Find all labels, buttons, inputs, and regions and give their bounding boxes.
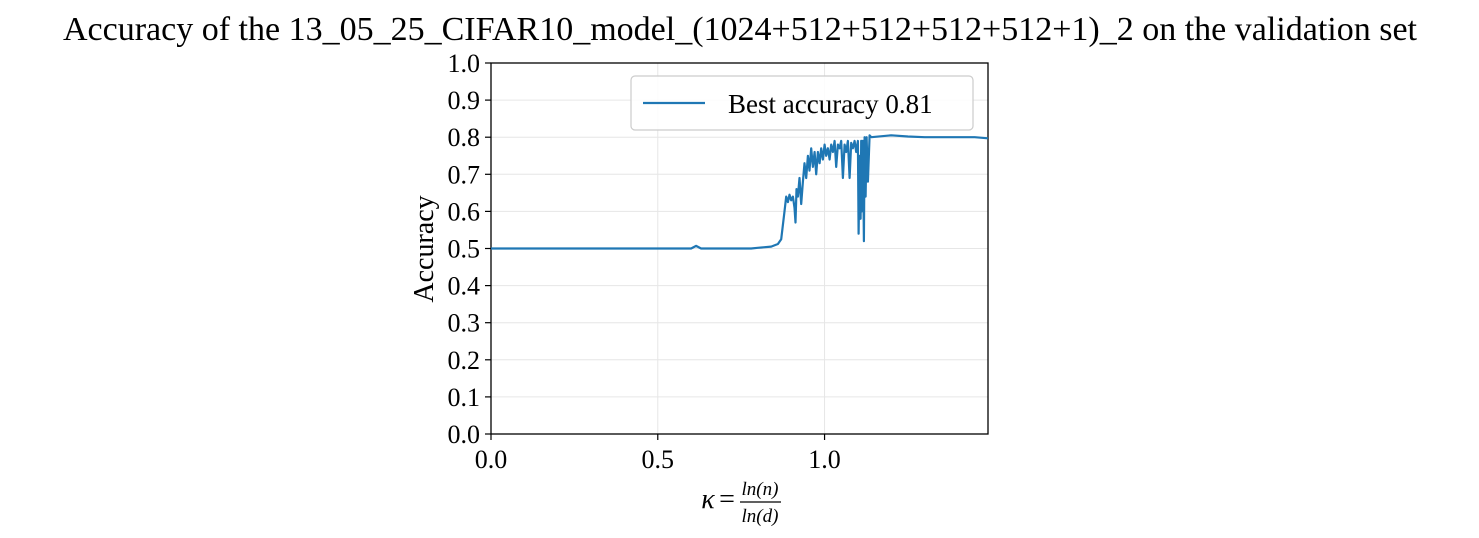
y-tick-label: 0.4 (448, 272, 481, 301)
y-tick-label: 0.2 (448, 346, 481, 375)
legend-box (630, 75, 974, 131)
y-tick-label: 0.3 (448, 309, 481, 338)
y-tick-label: 0.6 (448, 197, 481, 226)
x-axis-label-equals: = (719, 484, 735, 515)
y-tick-label: 0.7 (448, 160, 481, 189)
y-tick-label: 0.0 (448, 420, 481, 449)
x-axis-ticks: 0.0 0.5 1.0 (475, 434, 841, 474)
series-line (491, 134, 989, 250)
x-axis-label-symbol: κ (701, 484, 715, 515)
y-axis-label: Accuracy (409, 195, 440, 302)
y-tick-label: 0.8 (448, 123, 481, 152)
x-axis-label-denominator: ln(d) (742, 506, 779, 527)
y-tick-label: 1.0 (448, 49, 481, 78)
y-tick-label: 0.9 (448, 86, 481, 115)
series-layer (491, 134, 989, 250)
y-axis-ticks: 0.0 0.1 0.2 0.3 0.4 0.5 0.6 0.7 0.8 0.9 1.0 (448, 49, 491, 449)
x-tick-label: 0.5 (642, 445, 675, 474)
y-tick-label: 0.1 (448, 383, 481, 412)
y-tick-label: 0.5 (448, 235, 481, 264)
x-tick-label: 0.0 (475, 445, 508, 474)
x-axis-label: κ = ln(n) ln(d) (701, 479, 781, 527)
legend: Best accuracy 0.81 (630, 75, 974, 131)
x-tick-label: 1.0 (808, 445, 841, 474)
chart-title: Accuracy of the 13_05_25_CIFAR10_model_(… (63, 11, 1418, 48)
legend-label: Best accuracy 0.81 (728, 89, 933, 119)
x-axis-label-numerator: ln(n) (742, 479, 779, 500)
